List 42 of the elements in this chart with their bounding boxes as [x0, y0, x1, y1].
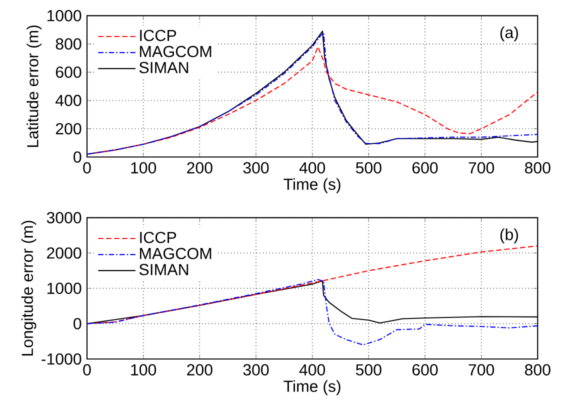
legend-label: SIMAN [139, 264, 188, 276]
line-series [87, 278, 538, 346]
y-tick-label: 600 [56, 66, 82, 78]
legend-label: MAGCOM [140, 248, 212, 260]
y-tick-label: 1000 [47, 10, 82, 22]
annotation: (b) [500, 228, 518, 244]
x-tick-label: 400 [299, 162, 326, 174]
x-tick-label: 700 [468, 162, 494, 174]
legend-label: ICCP [140, 232, 176, 244]
x-tick-label: 300 [243, 162, 269, 174]
x-tick-label: 300 [243, 364, 269, 376]
y-tick-label: -1000 [42, 353, 82, 365]
x-axis-title: Time (s) [284, 380, 340, 396]
x-tick-label: 0 [83, 162, 91, 174]
x-tick-label: 100 [131, 364, 156, 376]
y-tick-label: 0 [74, 318, 82, 330]
legend-label: SIMAN [139, 62, 188, 74]
x-tick-label: 200 [187, 162, 212, 174]
x-tick-label: 0 [83, 364, 91, 376]
y-tick-label: 2000 [47, 247, 82, 259]
x-tick-label: 600 [412, 162, 438, 174]
x-tick-label: 500 [356, 162, 382, 174]
legend-label: ICCP [140, 30, 176, 42]
y-tick-label: 0 [74, 151, 82, 163]
x-tick-label: 500 [356, 364, 382, 376]
y-axis-title: Latitude error (m) [26, 26, 42, 147]
y-tick-label: 800 [56, 38, 82, 50]
legend-label: MAGCOM [140, 46, 212, 58]
y-tick-label: 3000 [46, 212, 82, 224]
y-axis-title: Longitude error (m) [21, 220, 36, 356]
x-tick-label: 800 [524, 364, 550, 376]
y-tick-label: 400 [56, 94, 82, 106]
x-axis-title: Time (s) [284, 178, 340, 194]
x-tick-label: 700 [468, 364, 494, 376]
y-tick-label: 200 [56, 123, 82, 134]
x-tick-label: 400 [299, 364, 326, 376]
x-tick-label: 100 [131, 162, 156, 174]
x-tick-label: 200 [187, 364, 212, 376]
y-tick-label: 1000 [47, 282, 82, 294]
annotation: (a) [500, 26, 518, 42]
x-tick-label: 800 [524, 162, 550, 174]
x-tick-label: 600 [412, 364, 438, 376]
